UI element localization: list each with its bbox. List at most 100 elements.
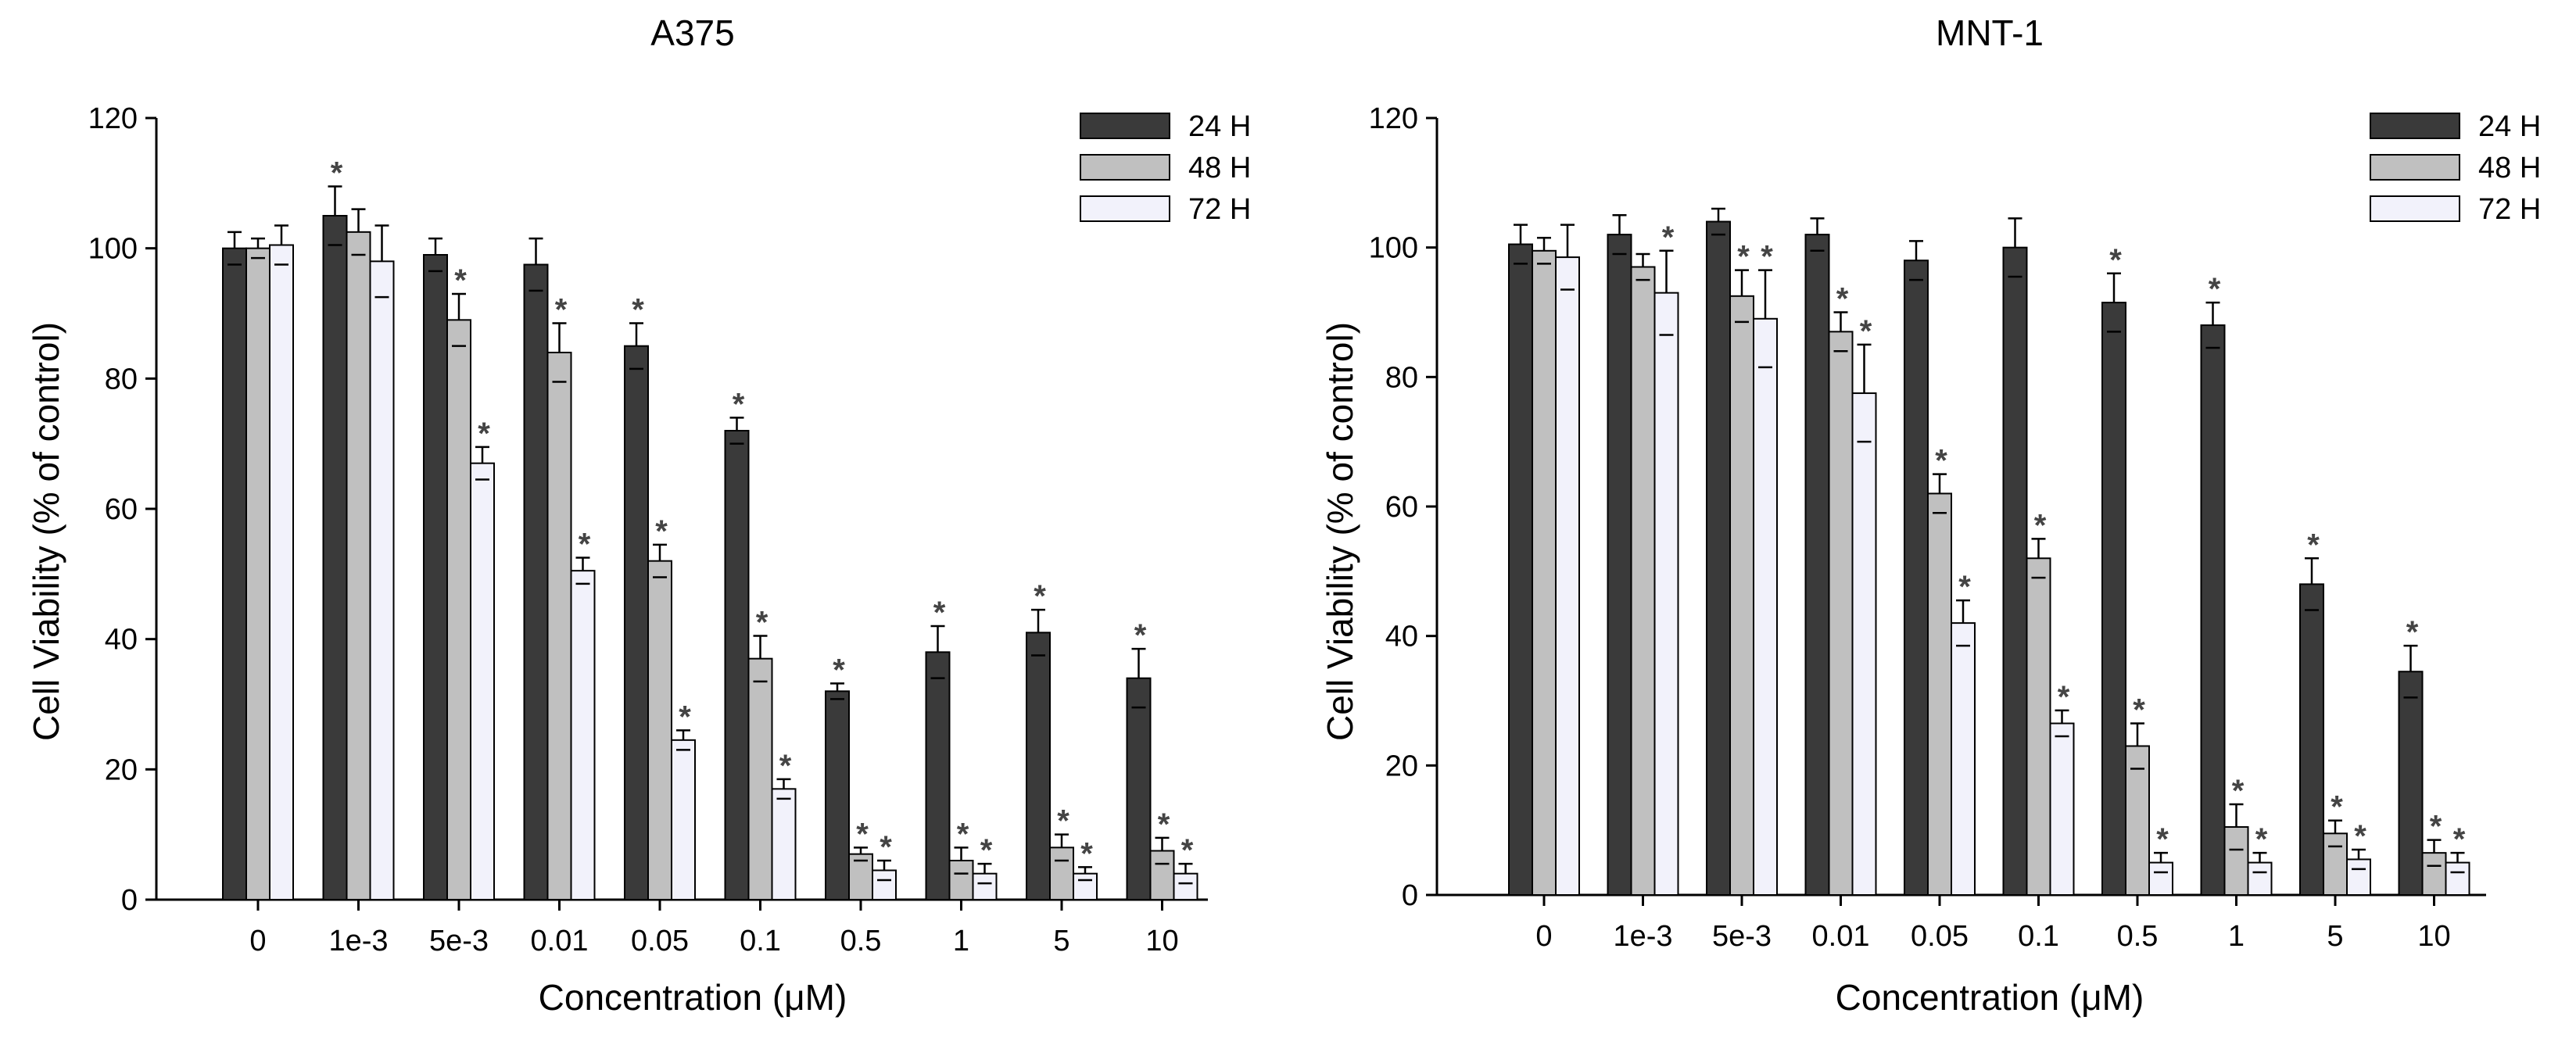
y-tick-label: 0 xyxy=(1402,879,1418,912)
x-tick-label: 0.01 xyxy=(531,925,589,957)
bar-48h-1e-3 xyxy=(1630,266,1656,896)
chart-a375: A375 Cell Viability (% of control) Conce… xyxy=(26,13,1251,1018)
y-axis-title: Cell Viability (% of control) xyxy=(26,322,66,741)
bar-72h-0.5 xyxy=(2148,861,2173,897)
bar-24h-0.1 xyxy=(724,430,750,900)
bar-48h-1 xyxy=(2223,826,2249,897)
bar-72h-1 xyxy=(2247,861,2273,897)
chart-title: A375 xyxy=(650,13,734,53)
significance-mark: * xyxy=(1662,220,1675,255)
bar-24h-0 xyxy=(1508,243,1533,896)
legend-swatch-24h xyxy=(1080,113,1170,139)
bar-48h-0.05 xyxy=(1927,492,1952,896)
x-ticks: 0 1e-3 5e-3 0.01 0.05 0.1 0.5 1 5 10 xyxy=(1535,895,2451,953)
legend-swatch-48h xyxy=(1080,154,1170,181)
y-tick-label: 100 xyxy=(88,233,138,266)
y-tick-label: 60 xyxy=(1385,491,1418,524)
bar-72h-0.01 xyxy=(570,570,596,901)
bar-48h-0.1 xyxy=(747,657,773,901)
bar-72h-1e-3 xyxy=(1653,292,1679,896)
bar-24h-5e-3 xyxy=(1706,220,1731,896)
x-tick-label: 10 xyxy=(1145,925,1178,957)
bar-72h-0.05 xyxy=(1951,622,1976,896)
x-tick-label: 1e-3 xyxy=(1613,920,1672,953)
bar-24h-10 xyxy=(1126,677,1152,901)
legend-label: 48 H xyxy=(2478,152,2541,184)
significance-mark: * xyxy=(2209,272,2221,306)
bar-48h-5 xyxy=(2323,832,2348,897)
bar-48h-0.01 xyxy=(546,352,572,900)
y-tick-label: 80 xyxy=(1385,361,1418,394)
significance-mark: * xyxy=(2232,774,2245,808)
bar-72h-0.1 xyxy=(2049,722,2075,896)
y-ticks: 0 20 40 60 80 100 120 xyxy=(1369,102,1437,912)
bar-24h-0.05 xyxy=(624,345,649,900)
x-tick-label: 5 xyxy=(1053,925,1069,957)
y-ticks: 0 20 40 60 80 100 120 xyxy=(88,102,156,917)
bar-48h-5e-3 xyxy=(446,319,471,901)
y-tick-label: 80 xyxy=(105,363,138,396)
significance-mark: * xyxy=(1737,240,1750,274)
y-axis-title: Cell Viability (% of control) xyxy=(1320,322,1360,741)
significance-mark: * xyxy=(555,293,568,328)
significance-mark: * xyxy=(980,833,993,868)
bar-48h-10 xyxy=(2421,852,2447,896)
significance-mark: * xyxy=(1158,807,1170,842)
bar-48h-0 xyxy=(1532,249,1557,896)
significance-mark: * xyxy=(779,749,792,783)
y-tick-label: 60 xyxy=(105,493,138,526)
y-tick-label: 40 xyxy=(1385,621,1418,653)
legend-swatch-48h xyxy=(2370,154,2460,181)
x-tick-label: 5 xyxy=(2327,920,2343,953)
bars: * * * * * * * * * * * * * * * * * * * * * * * xyxy=(222,156,1198,901)
significance-mark: * xyxy=(478,417,490,451)
significance-mark: * xyxy=(2109,243,2122,277)
legend-swatch-24h xyxy=(2370,113,2460,139)
significance-mark: * xyxy=(655,514,668,549)
chart-mnt1: MNT-1 Cell Viability (% of control) Conc… xyxy=(1320,13,2541,1018)
significance-mark: * xyxy=(579,528,591,562)
bar-24h-1 xyxy=(925,651,951,900)
bar-24h-1 xyxy=(2200,324,2226,897)
bar-24h-1e-3 xyxy=(1607,234,1632,897)
significance-mark: * xyxy=(856,817,869,851)
significance-mark: * xyxy=(679,700,691,734)
bar-72h-5 xyxy=(1073,872,1098,900)
legend-swatch-72h xyxy=(1080,195,1170,222)
bar-24h-0.5 xyxy=(825,690,850,900)
significance-mark: * xyxy=(1080,836,1093,871)
bar-24h-0.01 xyxy=(1804,234,1830,897)
y-tick-label: 20 xyxy=(1385,750,1418,782)
bar-72h-1e-3 xyxy=(369,260,395,901)
bar-48h-0.1 xyxy=(2026,557,2051,896)
significance-mark: * xyxy=(1761,240,1773,274)
bar-48h-1e-3 xyxy=(346,231,371,901)
bar-24h-1e-3 xyxy=(322,215,348,900)
bar-48h-0.01 xyxy=(1828,331,1854,897)
bar-48h-0.05 xyxy=(647,560,672,901)
legend: 24 H 48 H 72 H xyxy=(2370,110,2541,226)
x-tick-label: 0.5 xyxy=(2117,920,2159,953)
bar-48h-5 xyxy=(1049,847,1074,901)
significance-mark: * xyxy=(2058,680,2070,714)
bar-72h-0.01 xyxy=(1851,392,1877,896)
bar-48h-0 xyxy=(245,247,270,900)
bar-48h-5e-3 xyxy=(1729,295,1754,896)
significance-mark: * xyxy=(1958,570,1971,604)
bar-72h-5e-3 xyxy=(1753,317,1778,896)
significance-mark: * xyxy=(756,606,769,640)
significance-mark: * xyxy=(2255,822,2268,857)
bar-24h-5 xyxy=(2299,583,2324,897)
y-tick-label: 0 xyxy=(121,884,138,917)
y-tick-label: 120 xyxy=(88,102,138,135)
significance-mark: * xyxy=(1034,579,1046,614)
significance-mark: * xyxy=(331,156,343,191)
significance-mark: * xyxy=(1134,618,1147,653)
bar-24h-5 xyxy=(1026,632,1051,900)
significance-mark: * xyxy=(1836,282,1849,317)
significance-mark: * xyxy=(1860,314,1872,349)
significance-mark: * xyxy=(2156,822,2169,857)
legend: 24 H 48 H 72 H xyxy=(1080,110,1251,226)
